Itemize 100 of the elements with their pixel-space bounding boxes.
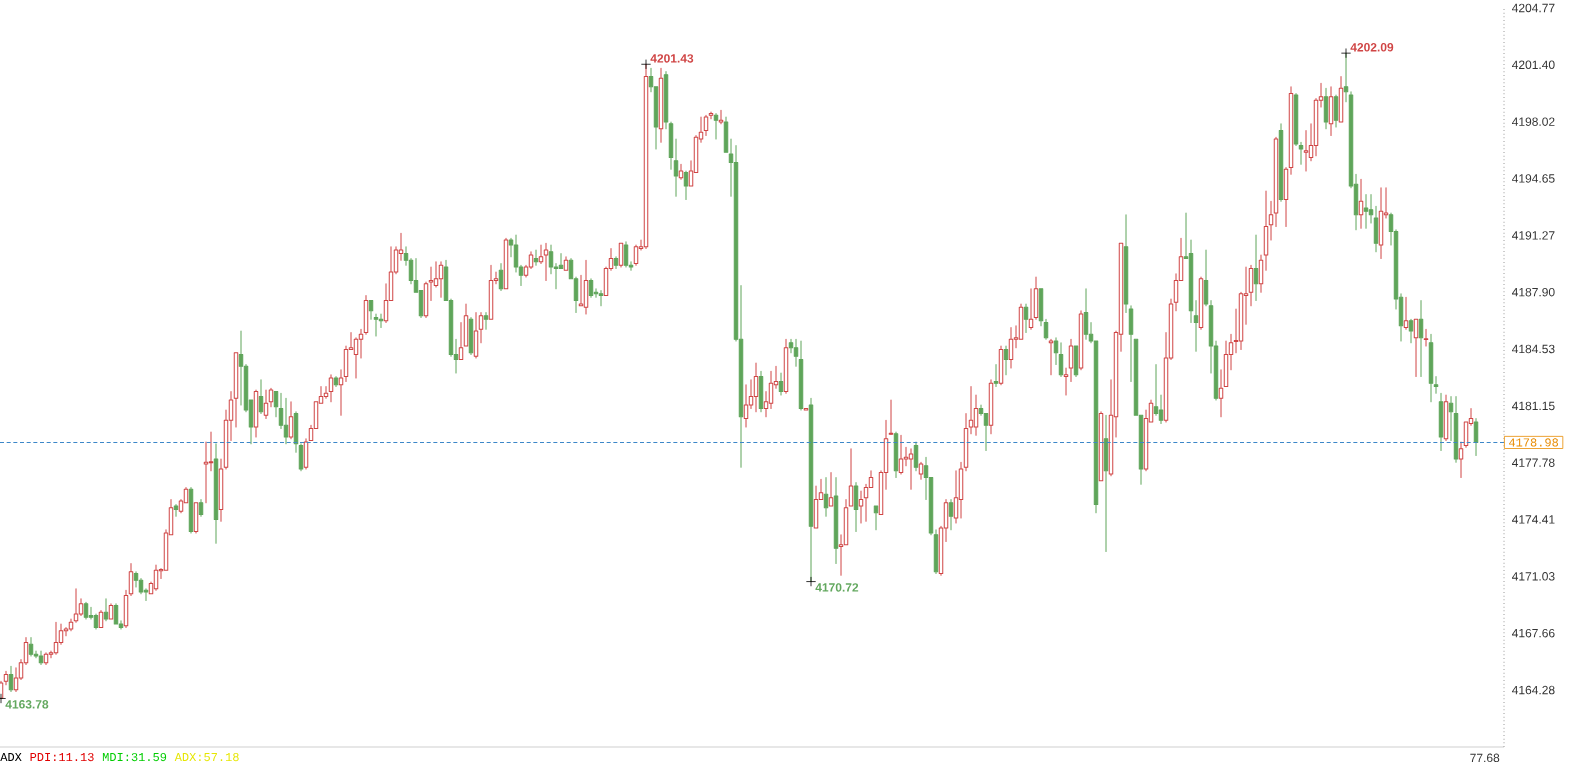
candlestick: [473, 311, 479, 359]
candlestick: [1378, 187, 1384, 259]
text: 4170.72: [815, 583, 859, 592]
candlestick: [1128, 305, 1134, 382]
text: 4163.78: [5, 700, 49, 709]
candlestick: [998, 345, 1004, 386]
candlestick: [1403, 296, 1409, 330]
ref-line-label: 4178.98: [1509, 438, 1559, 447]
candlestick: [1288, 86, 1294, 175]
candlestick: [128, 562, 134, 596]
candlestick: [1198, 276, 1204, 330]
candlestick: [778, 372, 784, 396]
candlestick: [1033, 276, 1039, 320]
candlestick: [368, 300, 374, 320]
text: 4201.43: [650, 54, 694, 63]
candlestick: [1328, 86, 1334, 137]
candlestick: [233, 352, 239, 428]
candlestick: [1053, 337, 1059, 366]
candlestick: [373, 313, 379, 337]
candlestick: [253, 389, 259, 438]
y-tick-label: 4181.15: [1511, 401, 1555, 411]
candlestick: [968, 386, 974, 435]
candlestick: [988, 379, 994, 435]
candlestick: [1043, 318, 1049, 340]
candlestick: [563, 256, 569, 271]
candlestick: [193, 502, 199, 534]
candlestick: [38, 650, 44, 665]
y-tick-label: 4198.02: [1511, 117, 1555, 126]
candlestick: [333, 375, 339, 388]
candlestick: [218, 458, 224, 522]
candlestick: [1448, 396, 1454, 441]
candlestick: [718, 109, 724, 125]
candlestick: [1278, 123, 1284, 202]
candlestick: [708, 111, 714, 120]
candlestick: [1428, 333, 1434, 403]
candlestick: [993, 364, 999, 388]
candlestick: [713, 113, 719, 140]
candlestick: [258, 379, 264, 414]
candlestick: [1203, 249, 1209, 307]
candlestick: [1003, 345, 1009, 376]
candlestick: [468, 316, 474, 356]
candlestick: [933, 529, 939, 574]
candlestick: [488, 264, 494, 320]
candlestick: [893, 431, 899, 478]
candlestick: [1218, 369, 1224, 418]
y-tick-label: 4191.27: [1511, 231, 1555, 240]
candlestick: [848, 448, 854, 507]
y-tick-label: 4167.66: [1511, 628, 1555, 638]
candlestick: [913, 441, 919, 472]
candlestick: [188, 487, 194, 534]
candlestick: [1073, 345, 1079, 377]
candlestick: [1418, 300, 1424, 377]
candlestick: [613, 256, 619, 270]
candlestick: [463, 303, 469, 347]
text: 4202.09: [1350, 43, 1394, 52]
candlestick: [1283, 167, 1289, 227]
candlestick: [918, 461, 924, 480]
text: ADX:57.18: [174, 752, 239, 762]
candlestick: [1103, 414, 1109, 553]
candlestick: [858, 490, 864, 524]
candlestick: [1123, 214, 1129, 313]
candlestick: [1048, 338, 1054, 376]
candlestick: [98, 610, 104, 628]
candlestick: [1253, 234, 1259, 302]
candlestick: [1268, 200, 1274, 241]
candlestick: [423, 281, 429, 318]
candlestick: [1298, 141, 1304, 165]
candlestick: [303, 438, 309, 470]
candlestick: [498, 263, 504, 291]
candlestick: [1293, 92, 1299, 147]
candlestick: [283, 397, 289, 445]
candlestick: [103, 598, 109, 622]
candlestick: [623, 241, 629, 268]
candlestick: [173, 503, 179, 517]
candlestick: [673, 138, 679, 197]
candlestick: [1473, 418, 1479, 457]
candlestick: [618, 242, 624, 268]
candlestick: [798, 340, 804, 411]
candlestick: [538, 244, 544, 265]
y-tick-label: 4204.77: [1511, 3, 1555, 13]
candlestick: [1028, 288, 1034, 330]
candlestick: [3, 670, 9, 686]
candlestick: [1363, 193, 1369, 229]
candlestick: [1433, 375, 1439, 394]
text: 77.68: [1470, 753, 1500, 763]
y-tick-label: 4184.53: [1511, 344, 1555, 354]
candlestick: [83, 601, 89, 620]
y-tick-label: 4201.40: [1511, 60, 1555, 70]
candlestick: [1408, 318, 1414, 344]
candlestick: [1423, 328, 1429, 347]
candlestick: [1458, 441, 1464, 478]
candlestick: [958, 461, 964, 519]
y-tick-label: 4177.78: [1511, 458, 1555, 467]
text: MDI:31.59: [102, 752, 167, 762]
candlestick: [213, 443, 219, 544]
candlestick: [478, 311, 484, 344]
candlestick: [543, 242, 549, 281]
candlestick: [363, 295, 369, 335]
candlestick: [1273, 136, 1279, 227]
text: ADX: [0, 753, 22, 761]
